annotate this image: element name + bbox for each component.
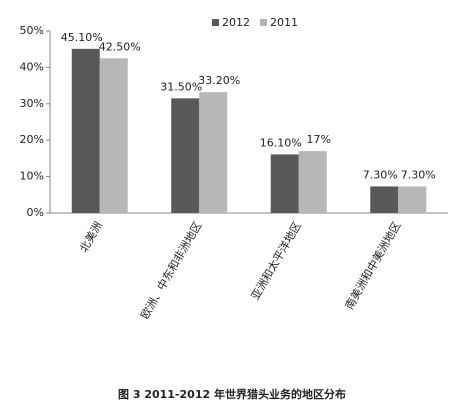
bar <box>398 186 427 213</box>
y-tick-label: 30% <box>20 97 44 110</box>
value-label: 7.30% <box>401 168 436 181</box>
value-label: 45.10% <box>61 31 103 44</box>
value-label: 33.20% <box>198 74 240 87</box>
x-tick-label: 北美洲 <box>77 220 105 255</box>
bar <box>199 92 228 213</box>
value-label: 7.30% <box>363 168 398 181</box>
y-tick-label: 40% <box>20 60 44 73</box>
value-label: 31.50% <box>160 80 202 93</box>
x-tick-label: 南美洲和中美洲地区 <box>343 220 404 312</box>
bar <box>71 48 100 213</box>
y-tick-label: 10% <box>20 170 44 183</box>
bar <box>171 98 200 213</box>
x-tick-label: 亚洲和太平洋地区 <box>248 219 304 302</box>
legend-label: 2012 <box>222 16 250 29</box>
chart-caption: 图 3 2011-2012 年世界猎头业务的地区分布 <box>118 387 346 401</box>
legend-swatch <box>212 19 219 26</box>
value-label: 42.50% <box>99 40 141 53</box>
x-tick-label: 欧洲、中东和非洲地区 <box>138 220 204 322</box>
y-tick-label: 20% <box>20 133 44 146</box>
legend-label: 2011 <box>270 16 298 29</box>
y-tick-label: 50% <box>20 24 44 37</box>
y-tick-label: 0% <box>27 206 44 219</box>
legend-swatch <box>260 19 267 26</box>
bar <box>370 186 399 213</box>
bar <box>298 151 327 213</box>
value-label: 17% <box>307 133 331 146</box>
bar <box>99 58 128 213</box>
bar <box>270 154 299 213</box>
value-label: 16.10% <box>260 136 302 149</box>
